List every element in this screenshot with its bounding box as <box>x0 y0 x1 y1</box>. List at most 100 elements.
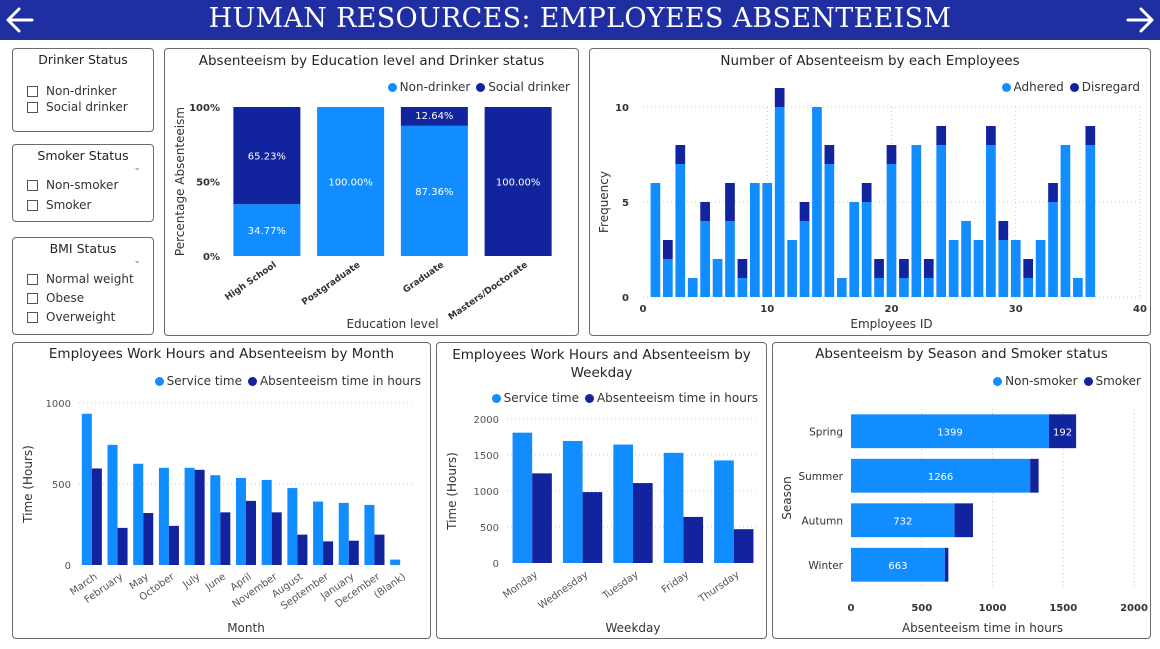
bar-adhered-employee-31[interactable] <box>1023 278 1034 297</box>
bar-non-smoker-summer[interactable] <box>851 458 1031 493</box>
bar-absenteeism-time-in-hours-december[interactable] <box>374 534 385 565</box>
bar-service-time-blank[interactable] <box>390 559 401 565</box>
bar-service-time-june[interactable] <box>210 475 221 565</box>
bar-adhered-employee-33[interactable] <box>1048 202 1058 297</box>
bar-absenteeism-time-in-hours-october[interactable] <box>168 525 179 565</box>
bar-service-time-march[interactable] <box>81 413 92 565</box>
bar-adhered-employee-13[interactable] <box>799 221 810 297</box>
bar-adhered-employee-6[interactable] <box>712 259 723 297</box>
slicer-option-non-smoker[interactable]: Non-smoker <box>27 178 118 192</box>
checkbox[interactable] <box>27 85 38 97</box>
bar-absenteeism-time-in-hours-november[interactable] <box>271 512 282 565</box>
slicer-option-obese[interactable]: Obese <box>27 291 84 305</box>
bar-disregard-employee-15[interactable] <box>824 145 835 164</box>
bar-absenteeism-time-in-hours-friday[interactable] <box>683 516 704 563</box>
bar-adhered-employee-19[interactable] <box>874 278 884 297</box>
bar-adhered-employee-32[interactable] <box>1035 240 1046 297</box>
bar-disregard-employee-20[interactable] <box>886 145 897 164</box>
bar-adhered-employee-25[interactable] <box>948 240 959 297</box>
bar-service-time-july[interactable] <box>184 467 195 565</box>
bar-adhered-employee-18[interactable] <box>861 202 872 297</box>
checkbox[interactable] <box>27 101 38 113</box>
bar-adhered-employee-35[interactable] <box>1073 278 1083 297</box>
bar-disregard-employee-29[interactable] <box>998 221 1009 240</box>
bar-adhered-employee-12[interactable] <box>787 240 797 297</box>
bar-disregard-employee-33[interactable] <box>1048 183 1058 202</box>
bar-adhered-employee-2[interactable] <box>663 259 673 297</box>
bar-adhered-employee-3[interactable] <box>675 164 686 297</box>
bar-absenteeism-time-in-hours-july[interactable] <box>194 469 205 565</box>
season-smoker-chart[interactable]: 0 500 1000 1500 2000 1399 192 Spring 1266 Summer 7… <box>773 343 1150 638</box>
bar-adhered-employee-15[interactable] <box>824 164 835 297</box>
bar-adhered-employee-16[interactable] <box>836 278 847 297</box>
bar-social-drinker-high-school[interactable] <box>233 107 301 205</box>
bar-adhered-employee-1[interactable] <box>650 183 661 297</box>
bar-absenteeism-time-in-hours-wednesday[interactable] <box>582 492 603 563</box>
legend-item-service-time[interactable]: Service time <box>491 391 579 405</box>
bar-disregard-employee-2[interactable] <box>663 240 673 259</box>
legend-item-non-smoker[interactable]: Non-smoker <box>993 374 1078 388</box>
chevron-down-icon[interactable]: ⌄ <box>133 256 141 266</box>
bar-non-smoker-winter[interactable] <box>851 547 945 582</box>
back-arrow-icon[interactable] <box>4 6 36 34</box>
bar-non-drinker-graduate[interactable] <box>400 125 468 256</box>
bar-non-drinker-high-school[interactable] <box>233 204 301 256</box>
bar-disregard-employee-8[interactable] <box>737 259 748 278</box>
bar-smoker-spring[interactable] <box>1048 414 1077 449</box>
bar-adhered-employee-21[interactable] <box>899 278 909 297</box>
bar-service-time-january[interactable] <box>338 502 349 565</box>
bar-absenteeism-time-in-hours-march[interactable] <box>91 468 102 565</box>
bar-adhered-employee-30[interactable] <box>1010 240 1021 297</box>
bar-absenteeism-time-in-hours-thursday[interactable] <box>733 529 754 563</box>
bar-adhered-employee-20[interactable] <box>886 164 897 297</box>
legend-item-adhered[interactable]: Adhered <box>1001 80 1064 94</box>
bar-disregard-employee-11[interactable] <box>774 88 785 107</box>
checkbox[interactable] <box>27 179 38 191</box>
bar-absenteeism-time-in-hours-january[interactable] <box>348 540 359 565</box>
bar-social-drinker-graduate[interactable] <box>400 107 468 126</box>
bar-disregard-employee-31[interactable] <box>1023 259 1034 278</box>
bar-absenteeism-time-in-hours-april[interactable] <box>246 500 257 565</box>
bar-absenteeism-time-in-hours-september[interactable] <box>323 541 334 565</box>
bar-adhered-employee-22[interactable] <box>911 145 922 297</box>
bar-service-time-august[interactable] <box>287 488 298 565</box>
bar-service-time-october[interactable] <box>158 467 169 565</box>
slicer-option-overweight[interactable]: Overweight <box>27 310 115 324</box>
bar-adhered-employee-34[interactable] <box>1060 145 1071 297</box>
bar-absenteeism-time-in-hours-february[interactable] <box>117 527 128 565</box>
bar-disregard-employee-28[interactable] <box>986 126 996 145</box>
bar-adhered-employee-36[interactable] <box>1085 145 1096 297</box>
employee-frequency-chart[interactable]: 0 5 10 0 10 20 30 40 Employees ID Frequency <box>590 49 1150 335</box>
checkbox[interactable] <box>27 273 38 285</box>
bar-adhered-employee-28[interactable] <box>986 145 996 297</box>
bar-disregard-employee-36[interactable] <box>1085 126 1096 145</box>
bar-service-time-monday[interactable] <box>512 432 533 563</box>
bar-disregard-employee-19[interactable] <box>874 259 884 278</box>
bar-disregard-employee-18[interactable] <box>861 183 872 202</box>
legend-item-smoker[interactable]: Smoker <box>1083 374 1141 388</box>
legend-item-absenteeism-time[interactable]: Absenteeism time in hours <box>247 374 421 388</box>
bar-service-time-friday[interactable] <box>663 452 684 563</box>
bar-disregard-employee-3[interactable] <box>675 145 686 164</box>
bar-disregard-employee-21[interactable] <box>899 259 909 278</box>
bar-service-time-november[interactable] <box>261 479 272 565</box>
chevron-down-icon[interactable]: ⌄ <box>133 163 141 173</box>
bar-service-time-thursday[interactable] <box>714 460 734 563</box>
slicer-option-normal-weight[interactable]: Normal weight <box>27 272 134 286</box>
legend-item-non-drinker[interactable]: Non-drinker <box>387 80 470 94</box>
legend-item-social-drinker[interactable]: Social drinker <box>476 80 570 94</box>
forward-arrow-icon[interactable] <box>1124 6 1156 34</box>
education-drinker-chart[interactable]: 0% 50% 100% 34.77% 65.23% High School 100.00% P… <box>165 49 578 335</box>
bar-service-time-may[interactable] <box>133 463 144 565</box>
legend-item-absenteeism-time[interactable]: Absenteeism time in hours <box>584 391 758 405</box>
bar-disregard-employee-23[interactable] <box>923 259 934 278</box>
bar-smoker-winter[interactable] <box>944 547 949 582</box>
bar-smoker-summer[interactable] <box>1030 458 1039 493</box>
bar-adhered-employee-9[interactable] <box>749 183 760 297</box>
checkbox[interactable] <box>27 199 38 211</box>
bar-adhered-employee-7[interactable] <box>725 221 735 297</box>
bar-disregard-employee-7[interactable] <box>725 183 735 221</box>
bar-absenteeism-time-in-hours-august[interactable] <box>297 534 308 565</box>
